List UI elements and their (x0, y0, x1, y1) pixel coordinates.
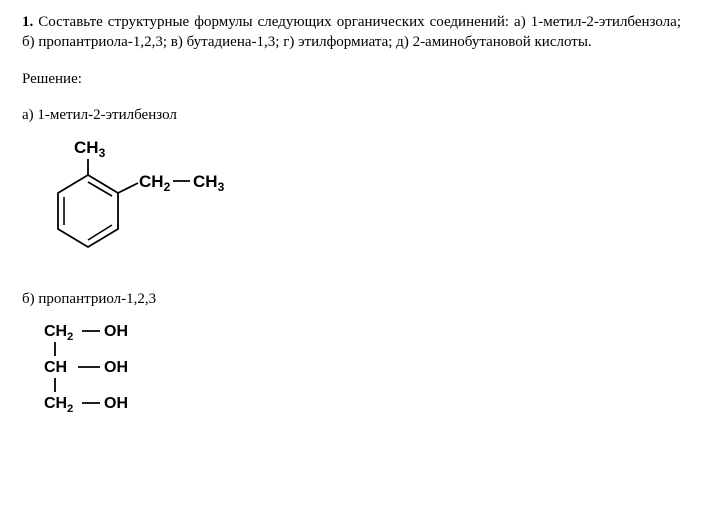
end-ch3-label: CH3 (193, 172, 225, 194)
benzene-ring (58, 175, 118, 247)
b-l3-left: CH2 (44, 395, 73, 415)
ch2-label: CH2 (139, 172, 171, 194)
benzene-svg: CH3 CH2 CH3 (40, 135, 260, 265)
question-block: 1. Составьте структурные формулы следующ… (22, 12, 681, 53)
structure-a: CH3 CH2 CH3 (40, 135, 681, 271)
propantriol-svg: CH2 OH CH OH CH2 OH (40, 320, 200, 430)
b-l3-right: OH (104, 395, 128, 412)
b-l2-left: CH (44, 359, 67, 376)
ring-dbl-2 (88, 225, 112, 240)
ch3-label: CH3 (74, 138, 106, 160)
b-l1-left: CH2 (44, 323, 73, 343)
ring-dbl-1 (88, 182, 112, 196)
item-b-label: б) пропантриол-1,2,3 (22, 289, 681, 309)
item-a-label: а) 1-метил-2-этилбензол (22, 105, 681, 125)
structure-b: CH2 OH CH OH CH2 OH (40, 320, 681, 436)
question-text: Составьте структурные формулы следующих … (22, 14, 681, 50)
bond-ethyl (118, 183, 138, 193)
b-l2-right: OH (104, 359, 128, 376)
solution-label: Решение: (22, 69, 681, 89)
b-l1-right: OH (104, 323, 128, 340)
question-number: 1. (22, 14, 33, 30)
